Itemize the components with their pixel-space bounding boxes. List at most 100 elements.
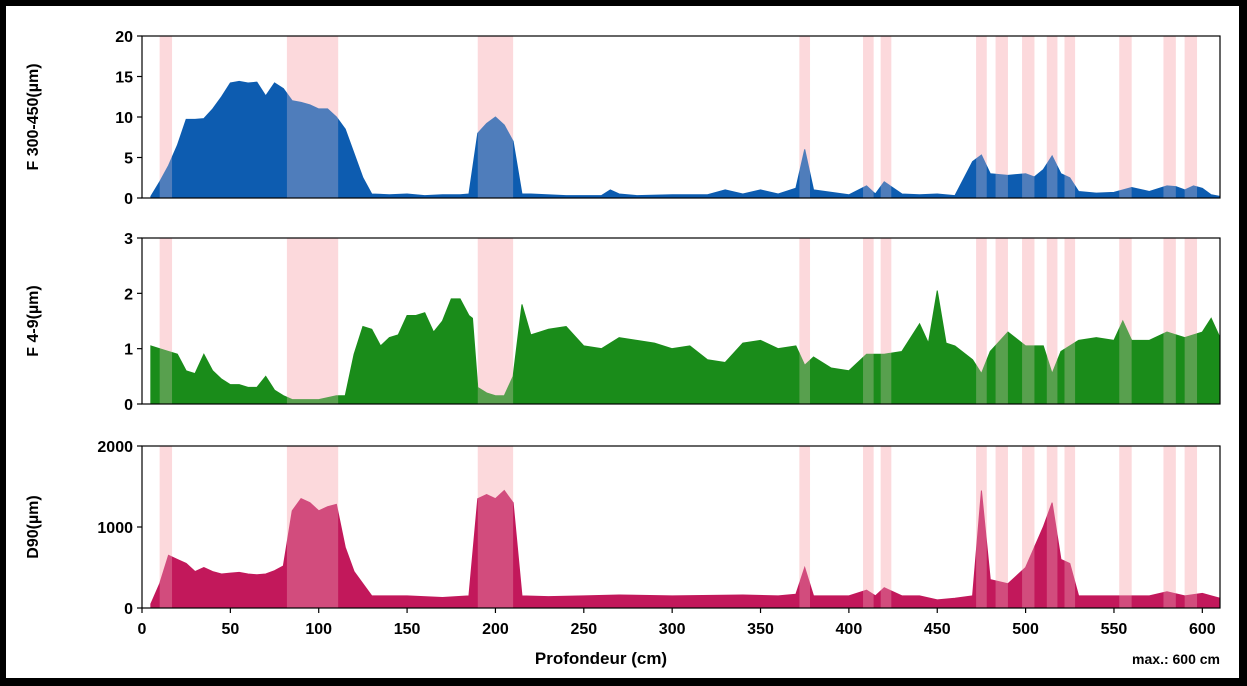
y-tick-label-d90-2: 2000	[97, 439, 133, 456]
x-tick-label-8: 400	[836, 621, 863, 638]
highlight-band-f49-4	[863, 238, 874, 404]
highlight-overlay-f49-0	[159, 238, 173, 404]
highlight-band-f300-5	[880, 36, 892, 198]
y-axis-label-f300: F 300-450(µm)	[25, 63, 42, 170]
highlight-band-f300-7	[995, 36, 1008, 198]
y-tick-label-d90-1: 1000	[97, 520, 133, 537]
highlight-band-f49-6	[976, 238, 987, 404]
x-tick-label-12: 600	[1189, 621, 1216, 638]
x-tick-label-7: 350	[747, 621, 774, 638]
highlight-overlay-f49-2	[477, 238, 514, 404]
highlight-overlay-f49-12	[1163, 238, 1176, 404]
highlight-band-f49-1	[286, 238, 339, 404]
highlight-overlay-d90-1	[286, 446, 339, 608]
highlight-overlay-f300-13	[1184, 36, 1198, 198]
highlight-band-f300-4	[863, 36, 874, 198]
plot-border-f49	[141, 237, 1221, 405]
highlight-band-f300-0	[159, 36, 173, 198]
highlight-band-d90-5	[880, 446, 892, 608]
y-axis-label-d90: D90(µm)	[25, 495, 42, 558]
y-axis-label-f49: F 4-9(µm)	[25, 285, 42, 356]
highlight-overlay-f49-7	[995, 238, 1008, 404]
highlight-overlay-d90-12	[1163, 446, 1176, 608]
highlight-overlay-d90-6	[976, 446, 987, 608]
highlight-overlay-f300-1	[286, 36, 339, 198]
highlight-band-d90-10	[1064, 446, 1076, 608]
highlight-overlay-d90-3	[799, 446, 811, 608]
highlight-overlay-d90-13	[1184, 446, 1198, 608]
highlight-overlay-d90-11	[1119, 446, 1132, 608]
highlight-overlay-d90-10	[1064, 446, 1076, 608]
highlight-band-d90-4	[863, 446, 874, 608]
highlight-overlay-f300-5	[880, 36, 892, 198]
highlight-band-f49-2	[477, 238, 514, 404]
highlight-overlay-f49-11	[1119, 238, 1132, 404]
y-tick-label-f300-3: 15	[115, 70, 133, 87]
highlight-overlay-d90-2	[477, 446, 514, 608]
area-series-f49	[150, 290, 1221, 405]
highlight-band-f300-3	[799, 36, 811, 198]
highlight-overlay-f300-7	[995, 36, 1008, 198]
x-tick-label-0: 0	[138, 621, 147, 638]
y-tick-label-f49-0: 0	[124, 397, 133, 414]
x-tick-label-4: 200	[482, 621, 509, 638]
highlight-band-f49-5	[880, 238, 892, 404]
x-tick-label-9: 450	[924, 621, 951, 638]
y-tick-label-d90-0: 0	[124, 601, 133, 618]
highlight-band-d90-13	[1184, 446, 1198, 608]
y-tick-label-f49-1: 1	[124, 342, 133, 359]
highlight-band-f300-6	[976, 36, 987, 198]
highlight-band-f300-13	[1184, 36, 1198, 198]
highlight-overlay-f49-10	[1064, 238, 1076, 404]
highlight-band-f300-11	[1119, 36, 1132, 198]
y-tick-label-f300-2: 10	[115, 110, 133, 127]
y-tick-label-f300-0: 0	[124, 191, 133, 208]
y-tick-label-f300-4: 20	[115, 29, 133, 46]
highlight-overlay-f300-4	[863, 36, 874, 198]
highlight-overlay-f300-3	[799, 36, 811, 198]
highlight-band-f300-8	[1022, 36, 1035, 198]
highlight-overlay-f300-6	[976, 36, 987, 198]
highlight-overlay-d90-9	[1046, 446, 1058, 608]
max-depth-note: max.: 600 cm	[1132, 651, 1220, 667]
highlight-overlay-f300-9	[1046, 36, 1058, 198]
highlight-overlay-f49-3	[799, 238, 811, 404]
highlight-band-f300-10	[1064, 36, 1076, 198]
highlight-band-d90-7	[995, 446, 1008, 608]
x-axis-label: Profondeur (cm)	[535, 649, 667, 668]
highlight-band-d90-11	[1119, 446, 1132, 608]
highlight-overlay-f49-1	[286, 238, 339, 404]
y-tick-label-f49-3: 3	[124, 231, 133, 248]
area-series-f300	[150, 80, 1221, 199]
highlight-overlay-d90-8	[1022, 446, 1035, 608]
x-tick-label-3: 150	[394, 621, 421, 638]
highlight-band-f49-10	[1064, 238, 1076, 404]
x-tick-label-2: 100	[305, 621, 332, 638]
y-tick-label-f300-1: 5	[124, 151, 133, 168]
highlight-overlay-d90-0	[159, 446, 173, 608]
highlight-band-f300-9	[1046, 36, 1058, 198]
x-tick-label-5: 250	[570, 621, 597, 638]
highlight-overlay-f49-9	[1046, 238, 1058, 404]
y-tick-label-f49-2: 2	[124, 286, 133, 303]
highlight-overlay-d90-4	[863, 446, 874, 608]
highlight-overlay-f300-11	[1119, 36, 1132, 198]
highlight-band-f49-9	[1046, 238, 1058, 404]
x-tick-label-11: 550	[1101, 621, 1128, 638]
highlight-overlay-f300-12	[1163, 36, 1176, 198]
highlight-overlay-f300-0	[159, 36, 173, 198]
x-tick-label-10: 500	[1012, 621, 1039, 638]
highlight-overlay-f300-10	[1064, 36, 1076, 198]
highlight-overlay-f300-2	[477, 36, 514, 198]
x-tick-label-1: 50	[221, 621, 239, 638]
highlight-band-f300-12	[1163, 36, 1176, 198]
x-tick-label-6: 300	[659, 621, 686, 638]
highlight-band-d90-12	[1163, 446, 1176, 608]
highlight-overlay-f49-13	[1184, 238, 1198, 404]
highlight-overlay-d90-7	[995, 446, 1008, 608]
chart-frame: 0 5 10 15 20 F 300-450(µm) 0 1 2 3 F 4-9(µm) 0 1000 2…	[6, 6, 1239, 678]
highlight-band-f49-3	[799, 238, 811, 404]
highlight-overlay-f49-8	[1022, 238, 1035, 404]
highlight-overlay-d90-5	[880, 446, 892, 608]
